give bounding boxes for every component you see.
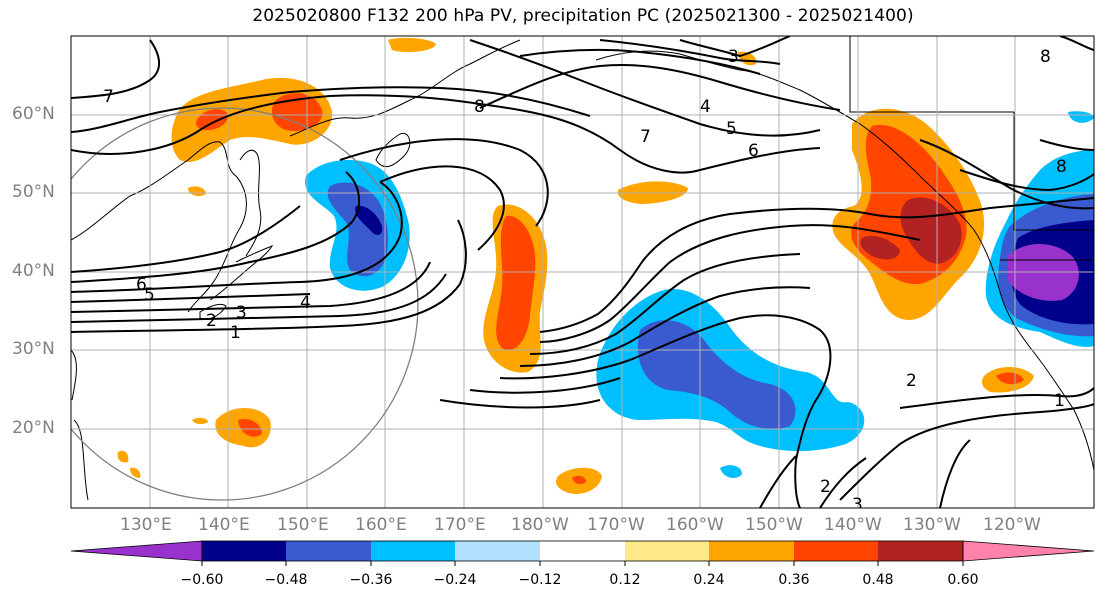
contour-label: 1	[230, 323, 241, 343]
colorbar-bin	[794, 541, 878, 561]
colorbar-tick-label: 0.24	[693, 572, 725, 588]
colorbar-bin	[878, 541, 963, 561]
colorbar-bin	[625, 541, 709, 561]
contour-label: 8	[1056, 157, 1067, 177]
colorbar-tick-label: −0.12	[518, 572, 562, 588]
lat-label: 60°N	[12, 104, 55, 124]
contour-label: 4	[700, 97, 711, 117]
colorbar-tick-label: −0.36	[349, 572, 393, 588]
lon-label: 170°E	[434, 515, 486, 535]
contour-labels: 7 8 3 4 5 6 7 8 6 5 4 3 2 1 2 3 2 1 8	[103, 47, 1067, 515]
lon-label: 120°W	[983, 515, 1041, 535]
colorbar-tick-label: −0.48	[264, 572, 308, 588]
colorbar-high-extend	[962, 540, 1095, 562]
map-title: 2025020800 F132 200 hPa PV, precipitatio…	[252, 6, 914, 26]
contour-label: 6	[748, 141, 759, 161]
contour-label: 3	[236, 303, 247, 323]
lon-label: 160°E	[355, 515, 407, 535]
lat-label: 40°N	[12, 261, 55, 281]
colorbar-tick-label: 0.48	[862, 572, 894, 588]
colorbar-tick-label: 0.36	[778, 572, 810, 588]
pv-contours	[71, 36, 1094, 508]
lon-label: 170°W	[587, 515, 645, 535]
colorbar	[70, 540, 1095, 566]
lat-label: 30°N	[12, 339, 55, 359]
colorbar-tick-label: −0.24	[433, 572, 477, 588]
colorbar-bin	[286, 541, 371, 561]
colorbar-bin	[540, 541, 625, 561]
lon-label: 180°W	[511, 515, 569, 535]
reference-circle	[71, 107, 419, 501]
lon-label: 140°E	[198, 515, 250, 535]
lon-label: 140°W	[824, 515, 882, 535]
contour-label: 5	[726, 119, 737, 139]
contour-label: 2	[206, 311, 217, 331]
contour-label: 7	[103, 87, 114, 107]
colorbar-bin	[455, 541, 540, 561]
contour-label: 8	[474, 97, 485, 117]
contour-label: 6	[136, 275, 147, 295]
colorbar-low-extend	[70, 540, 203, 562]
contour-label: 3	[852, 495, 863, 515]
contour-label: 7	[640, 127, 651, 147]
contour-label: 4	[300, 293, 311, 313]
contour-label: 5	[144, 285, 155, 305]
map-frame	[70, 35, 1095, 509]
lon-label: 150°E	[277, 515, 329, 535]
colorbar-bin	[371, 541, 455, 561]
colorbar-tick-label: 0.60	[947, 572, 979, 588]
lon-label: 130°E	[120, 515, 172, 535]
lon-label: 160°W	[666, 515, 724, 535]
colorbar-bin	[709, 541, 794, 561]
lon-label: 150°W	[745, 515, 803, 535]
colorbar-frame	[201, 540, 964, 562]
contour-label: 2	[906, 371, 917, 391]
contour-label: 3	[728, 47, 739, 67]
colorbar-bin	[202, 541, 286, 561]
contour-label: 1	[1054, 391, 1065, 411]
colorbar-tick-label: −0.60	[180, 572, 224, 588]
lat-label: 20°N	[12, 418, 55, 438]
contour-label: 8	[1040, 47, 1051, 67]
contour-label: 2	[820, 477, 831, 497]
lon-label: 130°W	[903, 515, 961, 535]
lat-label: 50°N	[12, 182, 55, 202]
colorbar-tick-label: 0.12	[609, 572, 641, 588]
